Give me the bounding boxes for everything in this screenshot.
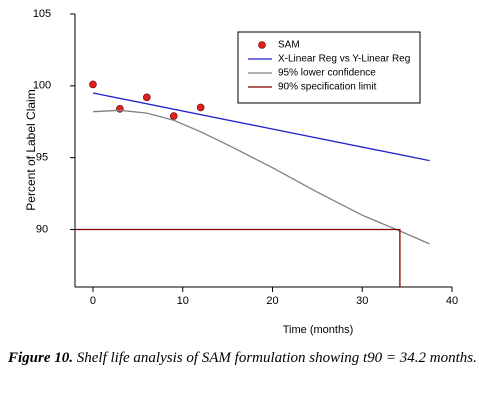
y-tick-label: 105 (33, 8, 51, 20)
legend-label: 90% specification limit (278, 82, 377, 93)
x-tick-label: 20 (266, 295, 278, 307)
chart: Time (months) Percent of Label Claim 90 9… (24, 8, 458, 336)
caption: Figure 10. Shelf life analysis of SAM fo… (8, 349, 478, 368)
legend-box (237, 31, 421, 104)
y-tick-label: 90 (36, 223, 48, 235)
legend-label: SAM (278, 40, 300, 51)
series-line (75, 228, 401, 287)
x-tick-label: 0 (90, 295, 96, 307)
data-point (196, 103, 205, 112)
y-tick-label: 100 (33, 80, 51, 92)
legend-label: 95% lower confidence (278, 68, 376, 79)
data-point (116, 105, 124, 113)
caption-text: Shelf life analysis of SAM formulation s… (76, 350, 477, 366)
series-line (92, 109, 430, 245)
data-point (169, 112, 178, 120)
data-point (143, 93, 151, 102)
x-tick-label: 30 (356, 295, 368, 307)
y-tick-label: 95 (36, 152, 48, 164)
x-tick-label: 40 (446, 295, 458, 307)
y-axis-label: Percent of Label Claim (24, 89, 38, 210)
legend-label: X-Linear Reg vs Y-Linear Reg (278, 54, 410, 65)
series-line (92, 92, 430, 162)
legend-symbol (258, 41, 266, 49)
x-tick-label: 10 (177, 295, 189, 307)
x-axis-label: Time (months) (283, 324, 354, 336)
data-point (89, 80, 97, 89)
caption-label: Figure 10. (8, 350, 74, 366)
